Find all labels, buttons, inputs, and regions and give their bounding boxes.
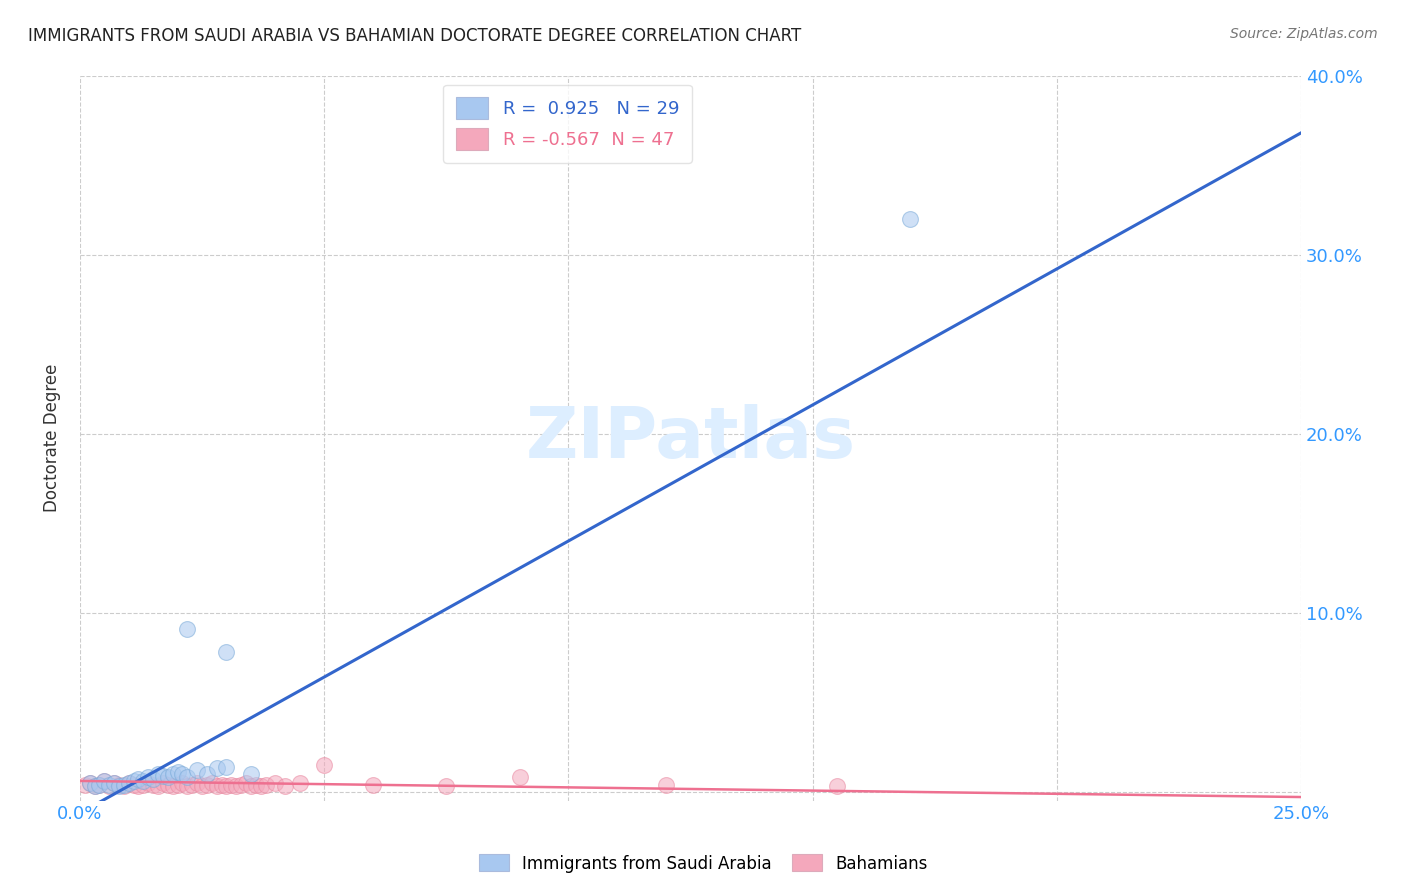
Legend: Immigrants from Saudi Arabia, Bahamians: Immigrants from Saudi Arabia, Bahamians [472, 847, 934, 880]
Point [655, 777, 678, 791]
Point [235, 775, 257, 789]
Point [146, 779, 169, 793]
Point [152, 775, 174, 789]
Point [434, 779, 457, 793]
Point [136, 775, 159, 789]
Point [172, 775, 194, 789]
Point [225, 779, 247, 793]
Point [93, 773, 115, 788]
Point [314, 757, 336, 772]
Point [98, 777, 121, 791]
Point [122, 773, 145, 788]
Point [142, 772, 165, 786]
Y-axis label: Doctorate Degree: Doctorate Degree [44, 364, 60, 512]
Point [176, 770, 198, 784]
Point [509, 770, 531, 784]
Point [239, 766, 262, 780]
Point [186, 775, 208, 789]
Point [112, 777, 135, 791]
Point [245, 777, 267, 791]
Point [825, 779, 848, 793]
Point [122, 777, 145, 791]
Point [118, 775, 141, 789]
Point [103, 775, 125, 789]
Point [156, 777, 179, 791]
Point [361, 777, 384, 791]
Point [176, 779, 198, 793]
Point [898, 211, 921, 226]
Point [79, 775, 101, 789]
Point [254, 777, 277, 791]
Point [215, 645, 238, 659]
Point [103, 775, 125, 789]
Point [205, 761, 228, 775]
Point [142, 777, 165, 791]
Point [166, 777, 188, 791]
Point [73, 777, 96, 791]
Point [152, 768, 174, 782]
Point [146, 766, 169, 780]
Point [186, 763, 208, 777]
Point [288, 775, 311, 789]
Point [132, 777, 155, 791]
Point [229, 777, 252, 791]
Point [128, 772, 150, 786]
Point [162, 779, 184, 793]
Point [166, 764, 188, 779]
Point [89, 777, 111, 791]
Point [136, 770, 159, 784]
Point [89, 777, 111, 791]
Text: ZIPatlas: ZIPatlas [526, 403, 856, 473]
Point [191, 779, 214, 793]
Point [249, 779, 271, 793]
Point [181, 777, 204, 791]
Text: Source: ZipAtlas.com: Source: ZipAtlas.com [1230, 27, 1378, 41]
Point [215, 759, 238, 773]
Text: IMMIGRANTS FROM SAUDI ARABIA VS BAHAMIAN DOCTORATE DEGREE CORRELATION CHART: IMMIGRANTS FROM SAUDI ARABIA VS BAHAMIAN… [28, 27, 801, 45]
Point [211, 777, 233, 791]
Point [112, 779, 135, 793]
Point [118, 775, 141, 789]
Point [162, 766, 184, 780]
Point [205, 779, 228, 793]
Point [274, 779, 297, 793]
Point [264, 775, 287, 789]
Point [132, 773, 155, 788]
Point [195, 766, 218, 780]
Point [195, 777, 218, 791]
Point [108, 777, 131, 791]
Point [98, 779, 121, 793]
Point [221, 777, 243, 791]
Point [156, 770, 179, 784]
Point [201, 775, 224, 789]
Point [79, 775, 101, 789]
Point [176, 622, 198, 636]
Point [83, 779, 105, 793]
Point [128, 779, 150, 793]
Point [172, 766, 194, 780]
Point [239, 779, 262, 793]
Legend: R =  0.925   N = 29, R = -0.567  N = 47: R = 0.925 N = 29, R = -0.567 N = 47 [443, 85, 692, 163]
Point [83, 779, 105, 793]
Point [108, 779, 131, 793]
Point [215, 779, 238, 793]
Point [93, 773, 115, 788]
